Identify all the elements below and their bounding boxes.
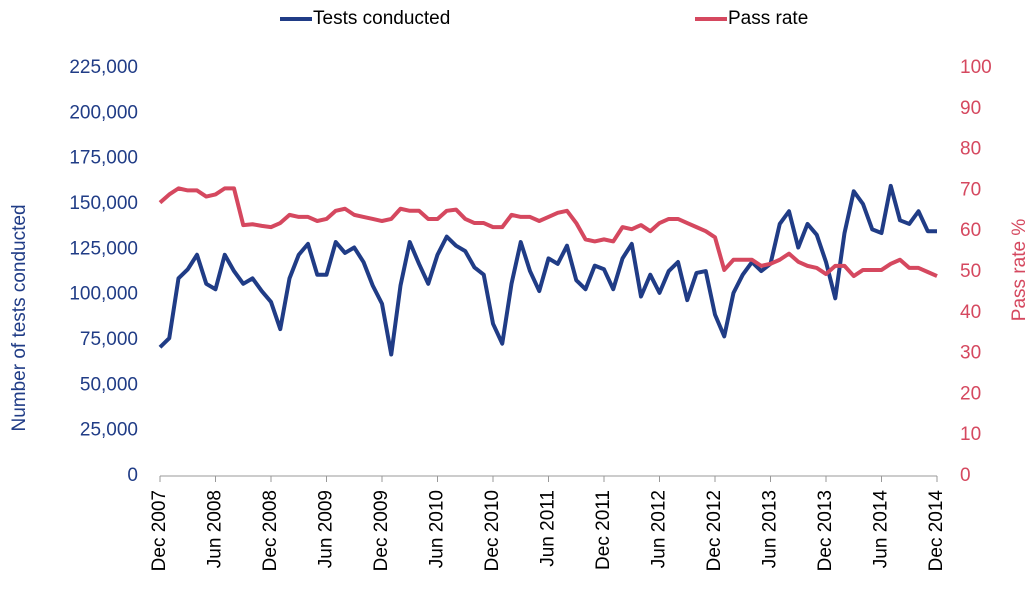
x-tick-label: Dec 2012 — [704, 490, 725, 571]
y-tick-label: 100,000 — [69, 284, 138, 305]
y2-tick-label: 50 — [960, 261, 981, 282]
x-tick-label: Jun 2011 — [538, 490, 559, 567]
x-tick-label: Jun 2008 — [205, 490, 226, 568]
y-tick-label: 200,000 — [69, 102, 138, 123]
x-tick-label: Dec 2014 — [926, 490, 947, 572]
y-tick-label: 25,000 — [80, 420, 138, 441]
y-tick-label: 0 — [127, 465, 138, 486]
series-line — [158, 186, 938, 279]
x-tick-label: Dec 2008 — [260, 490, 281, 571]
y2-tick-label: 100 — [960, 57, 992, 78]
x-tick-label: Dec 2009 — [371, 490, 392, 571]
y2-tick-label: 90 — [960, 98, 981, 119]
x-tick-label: Dec 2007 — [149, 490, 170, 571]
y2-tick-label: 40 — [960, 302, 981, 323]
y2-tick-label: 0 — [960, 465, 971, 486]
y2-tick-label: 30 — [960, 343, 981, 364]
x-tick-label: Jun 2010 — [427, 490, 448, 568]
y2-tick-label: 20 — [960, 383, 981, 404]
x-tick-label: Jun 2012 — [649, 490, 670, 568]
y2-tick-label: 70 — [960, 179, 981, 200]
y-tick-label: 225,000 — [69, 57, 138, 78]
y-tick-label: 150,000 — [69, 193, 138, 214]
y2-tick-label: 80 — [960, 139, 981, 160]
y-axis-label: Number of tests conducted — [9, 204, 30, 431]
y2-tick-label: 60 — [960, 220, 981, 241]
y2-axis-label: Pass rate % — [1009, 219, 1030, 322]
y-tick-label: 75,000 — [80, 329, 138, 350]
series-line — [158, 183, 937, 357]
y-tick-label: 50,000 — [80, 374, 138, 395]
x-tick-label: Jun 2009 — [316, 490, 337, 568]
x-tick-label: Dec 2011 — [593, 490, 614, 570]
x-tick-label: Jun 2013 — [760, 490, 781, 568]
y2-tick-label: 10 — [960, 424, 981, 445]
legend-label: Tests conducted — [313, 8, 450, 29]
legend-label: Pass rate — [728, 8, 808, 29]
y-tick-label: 125,000 — [69, 238, 138, 259]
y-tick-label: 175,000 — [69, 148, 138, 169]
x-tick-label: Dec 2010 — [482, 490, 503, 571]
x-tick-label: Dec 2013 — [815, 490, 836, 571]
x-tick-label: Jun 2014 — [871, 490, 892, 569]
